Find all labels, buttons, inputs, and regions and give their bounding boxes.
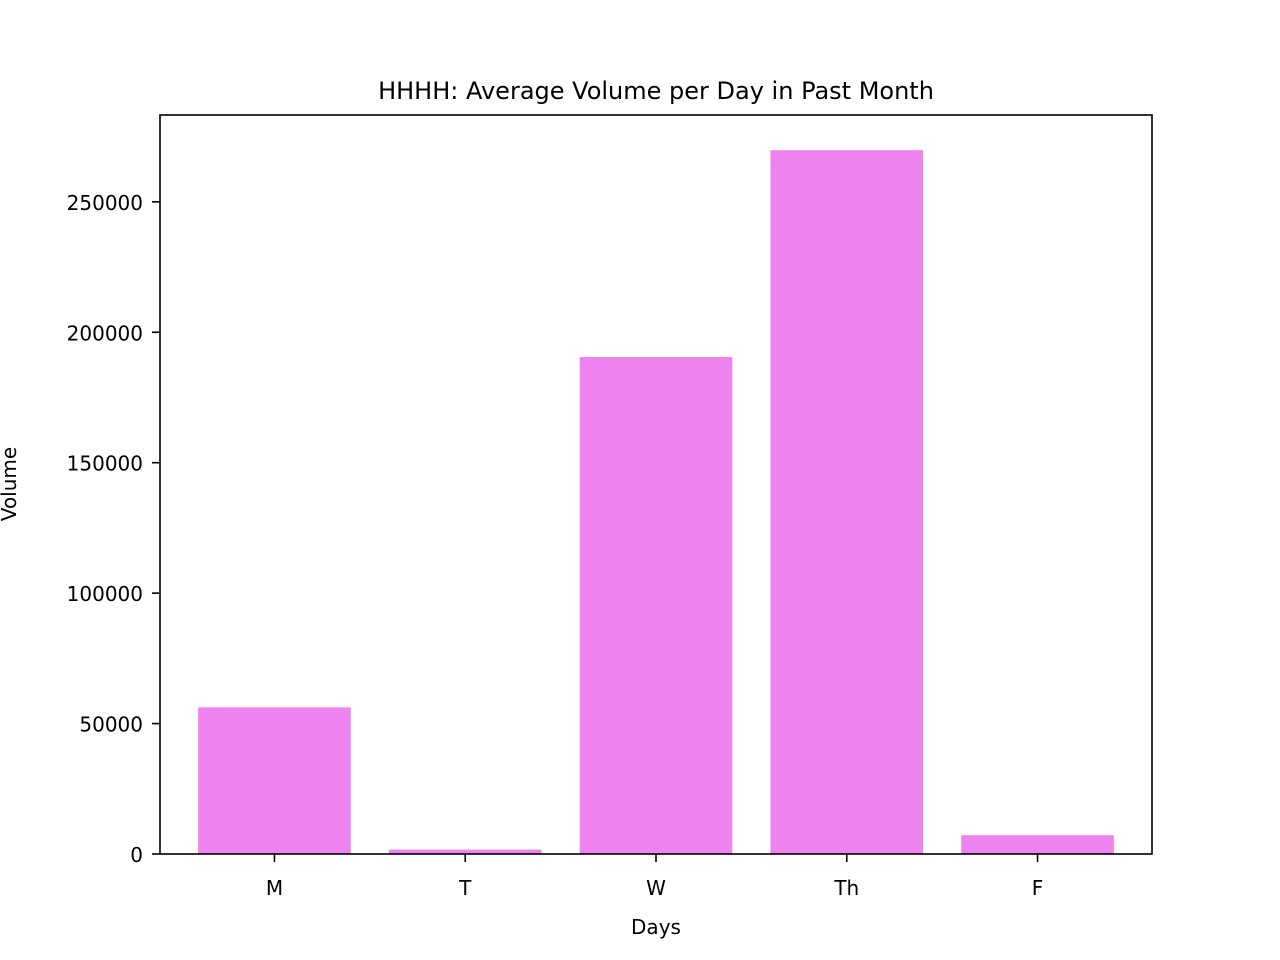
y-tick-label: 200000 (67, 321, 143, 345)
x-tick-label: F (1032, 876, 1044, 900)
x-tick-label: T (458, 876, 472, 900)
bar-f (961, 835, 1114, 854)
y-tick-label: 0 (130, 843, 143, 867)
bar-m (198, 707, 351, 854)
bars-layer (198, 150, 1114, 854)
y-axis-ticks: 0 50000 100000 150000 200000 250000 (67, 191, 160, 867)
x-axis-label: Days (631, 915, 681, 939)
plot-area-frame (159, 114, 1153, 855)
x-tick-label: W (646, 876, 666, 900)
y-axis-label: Volume (0, 447, 21, 521)
bar-t (388, 849, 542, 854)
y-tick-label: 250000 (67, 191, 143, 215)
x-axis-ticks: M T W Th F (266, 854, 1043, 900)
x-tick-label: M (266, 876, 283, 900)
y-tick-label: 150000 (67, 452, 143, 476)
bar-w (579, 357, 733, 854)
x-tick-label: Th (833, 876, 859, 900)
bar-th (770, 150, 924, 854)
y-tick-label: 100000 (67, 582, 143, 606)
y-tick-label: 50000 (79, 713, 143, 737)
chart-title: HHHH: Average Volume per Day in Past Mon… (378, 77, 934, 105)
